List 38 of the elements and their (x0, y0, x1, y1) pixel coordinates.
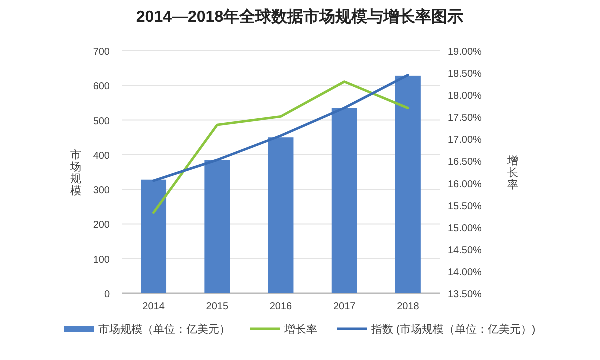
bar (395, 76, 421, 294)
bar (268, 138, 294, 294)
y2-tick-label: 19.00% (448, 47, 482, 58)
y2-tick-label: 17.00% (448, 135, 482, 146)
bar (204, 160, 230, 294)
x-tick-label: 2014 (142, 302, 166, 312)
chart-title: 2014—2018年全球数据市场规模与增长率图示 (136, 7, 464, 26)
bar (332, 108, 358, 294)
y2-tick-label: 14.00% (448, 267, 482, 278)
x-tick-label: 2016 (270, 302, 293, 312)
y-tick-label: 600 (93, 82, 110, 93)
y-tick-label: 100 (93, 254, 110, 266)
y2-axis-title: 增长率 (506, 155, 518, 192)
x-tick-label: 2018 (397, 302, 420, 312)
y2-tick-label: 13.50% (448, 290, 482, 300)
y2-tick-label: 17.50% (448, 113, 482, 124)
legend-label: 增长率 (283, 323, 318, 336)
y-tick-label: 500 (93, 116, 110, 128)
y2-tick-label: 18.50% (448, 69, 482, 80)
y-axis-title: 市场规模 (70, 148, 82, 198)
legend-label: 指数 (市场规模（单位：亿美元）) (370, 323, 536, 336)
y2-tick-label: 15.50% (448, 201, 482, 212)
y2-tick-label: 16.50% (448, 157, 482, 168)
y2-tick-label: 14.50% (448, 245, 482, 256)
line-series (152, 74, 410, 182)
x-tick-label: 2015 (206, 302, 229, 312)
y2-tick-label: 18.00% (448, 91, 482, 102)
bar (141, 180, 167, 294)
legend-label: 市场规模（单位：亿美元） (98, 323, 230, 336)
y-tick-label: 300 (93, 186, 110, 197)
y-tick-label: 200 (93, 220, 110, 232)
y2-tick-label: 16.00% (448, 179, 482, 190)
y-tick-label: 0 (104, 290, 110, 300)
y-tick-label: 400 (93, 150, 110, 162)
y2-tick-label: 15.00% (448, 223, 482, 234)
y-tick-label: 700 (93, 47, 110, 58)
x-tick-label: 2017 (333, 302, 356, 312)
line-series (152, 80, 410, 214)
